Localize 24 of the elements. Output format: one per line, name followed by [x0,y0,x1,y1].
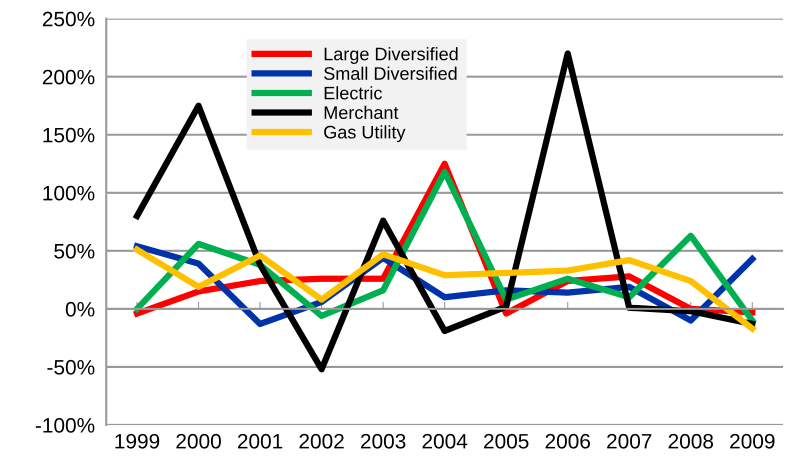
y-tick-label: 100% [43,186,94,201]
legend-label: Small Diversified [324,66,457,80]
x-tick-label: 2009 [730,434,774,449]
y-tick-label: -100% [36,418,94,433]
y-tick-label: 50% [54,244,94,259]
legend-label: Gas Utility [324,125,406,142]
legend-label: Merchant [324,106,398,119]
x-tick-label: 2001 [238,434,282,449]
x-tick-label: 2004 [422,434,468,449]
y-tick-label: 250% [42,12,94,26]
y-tick-label: -50% [47,360,94,375]
x-tick-label: 2002 [299,434,344,449]
x-tick-label: 2000 [176,434,221,449]
legend-label: Large Diversified [324,47,458,64]
x-tick-label: 2006 [546,434,590,449]
x-tick-label: 2008 [668,434,714,449]
y-tick-label: 0% [66,302,94,317]
y-tick-label: 200% [42,70,94,84]
x-tick-label: 2007 [607,434,652,449]
legend-label: Electric [324,86,382,100]
y-tick-label: 150% [43,128,94,143]
x-tick-label: 2003 [361,434,406,449]
x-tick-label: 1999 [115,434,160,449]
x-tick-label: 2005 [484,434,528,449]
